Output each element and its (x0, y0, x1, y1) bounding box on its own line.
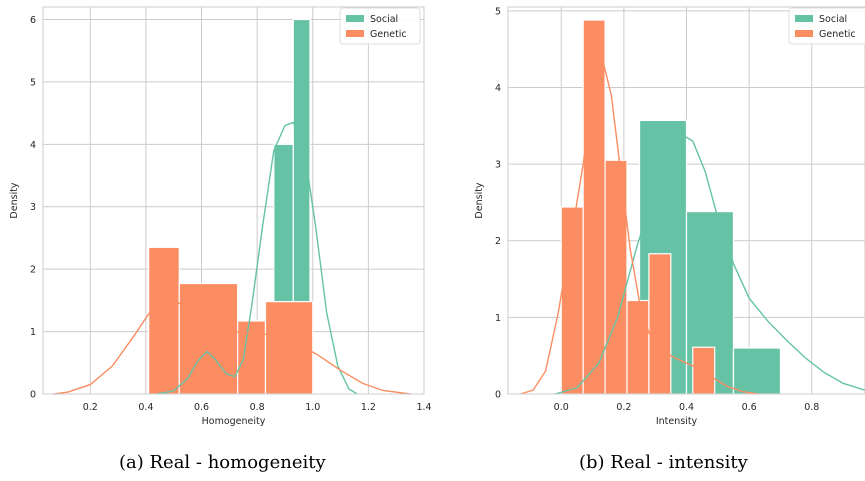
x-tick-label: 0.4 (138, 402, 153, 413)
kde-curve-genetic (520, 56, 759, 395)
histogram-bar-genetic (626, 299, 650, 395)
y-tick-label: 1 (30, 327, 36, 338)
y-tick-label: 5 (30, 77, 36, 88)
x-tick-label: 0.6 (194, 402, 209, 413)
y-tick-label: 6 (30, 15, 36, 26)
histogram-bar-genetic (582, 19, 606, 395)
histogram-bar-genetic (648, 253, 672, 395)
histogram-bar-genetic (148, 246, 180, 395)
x-tick-label: 1.2 (361, 402, 376, 413)
x-tick-label: 0.8 (250, 402, 265, 413)
y-tick-label: 3 (495, 160, 501, 171)
x-tick-label: 1.4 (416, 402, 431, 413)
legend-label-genetic: Genetic (370, 29, 407, 40)
y-tick-label: 5 (495, 6, 501, 17)
y-tick-label: 0 (495, 390, 501, 401)
kde-curve-genetic (54, 299, 411, 395)
legend-label-social: Social (819, 14, 847, 25)
x-tick-label: 0.4 (679, 402, 694, 413)
x-axis-label: Homogeneity (202, 416, 266, 427)
plot-frame (42, 6, 425, 395)
panel-homogeneity: 0.2 0.4 0.6 0.8 1.0 1.2 1.4 0 1 2 3 4 5 6 Homogeneity D… (9, 6, 432, 427)
legend-swatch-social (795, 15, 813, 22)
y-tick-label: 3 (30, 202, 36, 213)
histogram-bar-genetic (692, 346, 716, 395)
histogram-bar-social (732, 347, 782, 395)
kde-curve-social (554, 132, 865, 395)
x-tick-label: 0.2 (83, 402, 98, 413)
legend-swatch-social (346, 15, 364, 22)
kde-curve-social (156, 121, 358, 395)
legend: Social Genetic (788, 7, 865, 45)
x-tick-label: 0.6 (742, 402, 757, 413)
x-tick-label: 0.2 (616, 402, 631, 413)
plot-frame (507, 6, 865, 395)
caption-homogeneity: (a) Real - homogeneity (119, 452, 326, 473)
x-tick-label: 0.8 (804, 402, 819, 413)
x-tick-label: 0.0 (554, 402, 569, 413)
legend-label-genetic: Genetic (819, 29, 856, 40)
y-tick-label: 4 (30, 140, 36, 151)
legend: Social Genetic (339, 7, 421, 45)
panel-intensity: 0.00.20.40.60.81.0012345IntensityDensity… (474, 6, 865, 427)
y-tick-label: 2 (495, 236, 501, 247)
caption-intensity: (b) Real - intensity (579, 452, 748, 473)
legend-swatch-genetic (795, 30, 813, 37)
y-tick-label: 2 (30, 265, 36, 276)
legend-label-social: Social (370, 14, 398, 25)
y-axis-label: Density (474, 182, 485, 218)
y-tick-label: 1 (495, 313, 501, 324)
y-axis-label: Density (9, 182, 20, 218)
y-tick-label: 4 (495, 83, 501, 94)
legend-swatch-genetic (346, 30, 364, 37)
y-tick-label: 0 (30, 390, 36, 401)
x-axis-label: Intensity (656, 416, 698, 427)
x-tick-label: 1.0 (305, 402, 320, 413)
